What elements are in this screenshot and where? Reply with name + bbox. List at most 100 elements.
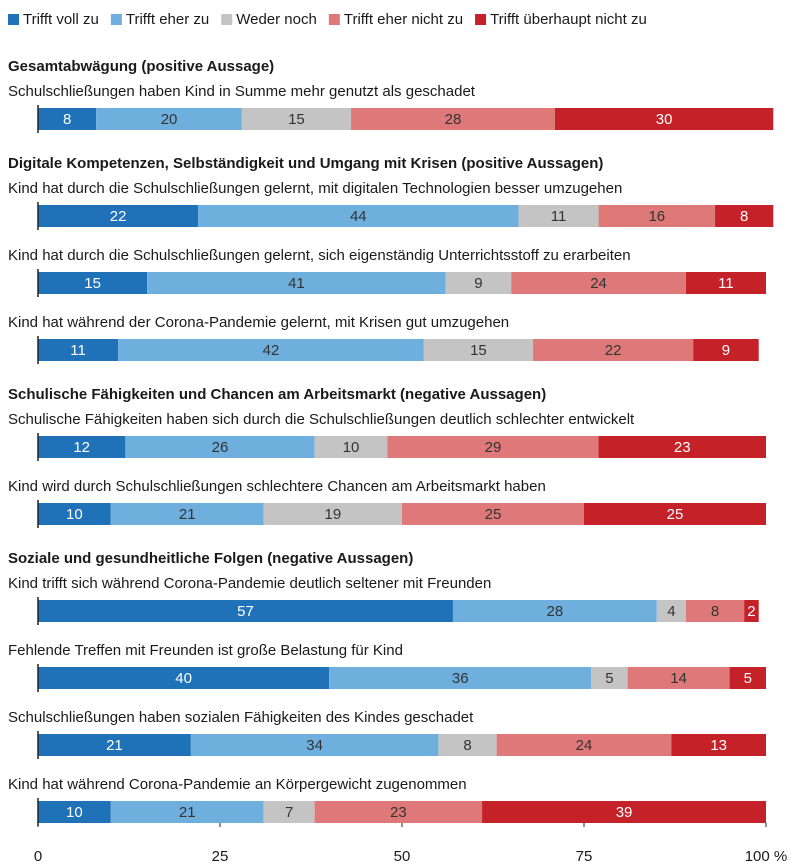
- value-label: 19: [324, 506, 341, 523]
- value-label: 8: [711, 603, 719, 620]
- bar-segment: [118, 339, 424, 361]
- bar-segment: [38, 734, 191, 756]
- legend-label: Trifft eher nicht zu: [344, 11, 463, 28]
- x-tick-label: 50: [394, 848, 411, 865]
- bar-segment: [263, 503, 402, 525]
- bar-segment: [423, 339, 534, 361]
- value-label: 23: [390, 804, 407, 821]
- bar-segment: [38, 339, 119, 361]
- value-label: 5: [744, 670, 752, 687]
- bar-segment: [314, 801, 483, 823]
- bar-segment: [591, 667, 628, 689]
- bar-segment: [715, 205, 774, 227]
- legend-swatch: [110, 14, 122, 25]
- bar-segment: [511, 272, 686, 294]
- value-label: 44: [350, 208, 367, 225]
- legend-swatch: [475, 14, 487, 25]
- category-label: Kind hat während Corona-Pandemie an Körp…: [8, 776, 467, 793]
- bar-segment: [387, 436, 599, 458]
- value-label: 39: [616, 804, 633, 821]
- group-heading: Soziale und gesundheitliche Folgen (nega…: [8, 550, 413, 567]
- legend-swatch: [328, 14, 340, 25]
- bar-segment: [584, 503, 766, 525]
- category-label: Kind hat durch die Schulschließungen gel…: [8, 247, 631, 264]
- bar-segment: [402, 503, 584, 525]
- group-heading: Gesamtabwägung (positive Aussage): [8, 58, 274, 75]
- category-label: Kind wird durch Schulschließungen schlec…: [8, 478, 546, 495]
- value-label: 57: [237, 603, 254, 620]
- value-label: 30: [656, 111, 673, 128]
- group-heading: Schulische Fähigkeiten und Chancen am Ar…: [8, 386, 546, 403]
- bar-segment: [598, 205, 716, 227]
- bar-segment: [351, 108, 555, 130]
- bar-segment: [518, 205, 599, 227]
- bar-segment: [190, 734, 439, 756]
- value-label: 14: [670, 670, 687, 687]
- bar-segment: [744, 600, 759, 622]
- bar-segment: [38, 436, 126, 458]
- value-label: 29: [485, 439, 502, 456]
- bar-segment: [627, 667, 730, 689]
- bar-segment: [38, 600, 453, 622]
- bar-segment: [445, 272, 512, 294]
- x-tick-label: 100 %: [745, 848, 788, 865]
- bar-segment: [685, 272, 766, 294]
- value-label: 10: [66, 506, 83, 523]
- bar-segment: [147, 272, 446, 294]
- bar-segment: [533, 339, 694, 361]
- bar-segment: [38, 801, 111, 823]
- value-label: 11: [70, 342, 86, 359]
- value-label: 2: [747, 603, 755, 620]
- bar-segment: [263, 801, 315, 823]
- bar-segment: [110, 503, 264, 525]
- value-label: 9: [474, 275, 482, 292]
- bar-segment: [671, 734, 766, 756]
- value-label: 4: [667, 603, 675, 620]
- x-tick-label: 75: [576, 848, 593, 865]
- bar-segment: [685, 600, 745, 622]
- value-label: 28: [445, 111, 462, 128]
- bar-segment: [38, 503, 111, 525]
- bar-segment: [554, 108, 774, 130]
- value-label: 24: [576, 737, 593, 754]
- legend-swatch: [8, 14, 19, 25]
- value-label: 21: [179, 506, 196, 523]
- value-label: 23: [674, 439, 691, 456]
- legend-label: Trifft voll zu: [23, 11, 99, 28]
- value-label: 10: [66, 804, 83, 821]
- bar-segment: [482, 801, 766, 823]
- bar-segment: [38, 205, 199, 227]
- x-tick-label: 0: [34, 848, 42, 865]
- value-label: 10: [343, 439, 360, 456]
- value-label: 8: [740, 208, 748, 225]
- category-label: Schulschließungen haben Kind in Summe me…: [8, 83, 476, 100]
- value-label: 21: [179, 804, 196, 821]
- value-label: 42: [263, 342, 280, 359]
- category-label: Kind hat während der Corona-Pandemie gel…: [8, 314, 509, 331]
- value-label: 28: [547, 603, 564, 620]
- value-label: 22: [605, 342, 622, 359]
- value-label: 34: [306, 737, 323, 754]
- bar-segment: [38, 667, 330, 689]
- x-tick-label: 25: [212, 848, 229, 865]
- value-label: 15: [84, 275, 101, 292]
- bar-segment: [125, 436, 315, 458]
- value-label: 8: [63, 111, 71, 128]
- value-label: 9: [722, 342, 730, 359]
- value-label: 12: [73, 439, 90, 456]
- bar-segment: [110, 801, 264, 823]
- category-label: Schulische Fähigkeiten haben sich durch …: [8, 411, 635, 428]
- bar-segment: [38, 272, 148, 294]
- category-label: Fehlende Treffen mit Freunden ist große …: [8, 642, 403, 659]
- value-label: 16: [648, 208, 665, 225]
- category-label: Kind hat durch die Schulschließungen gel…: [8, 180, 622, 197]
- value-label: 25: [667, 506, 684, 523]
- legend-label: Trifft überhaupt nicht zu: [490, 11, 647, 28]
- bar-segment: [198, 205, 519, 227]
- category-label: Kind trifft sich während Corona-Pandemie…: [8, 575, 491, 592]
- value-label: 20: [161, 111, 178, 128]
- group-heading: Digitale Kompetenzen, Selbständigkeit un…: [8, 155, 603, 172]
- value-label: 11: [551, 208, 567, 225]
- value-label: 11: [718, 275, 734, 292]
